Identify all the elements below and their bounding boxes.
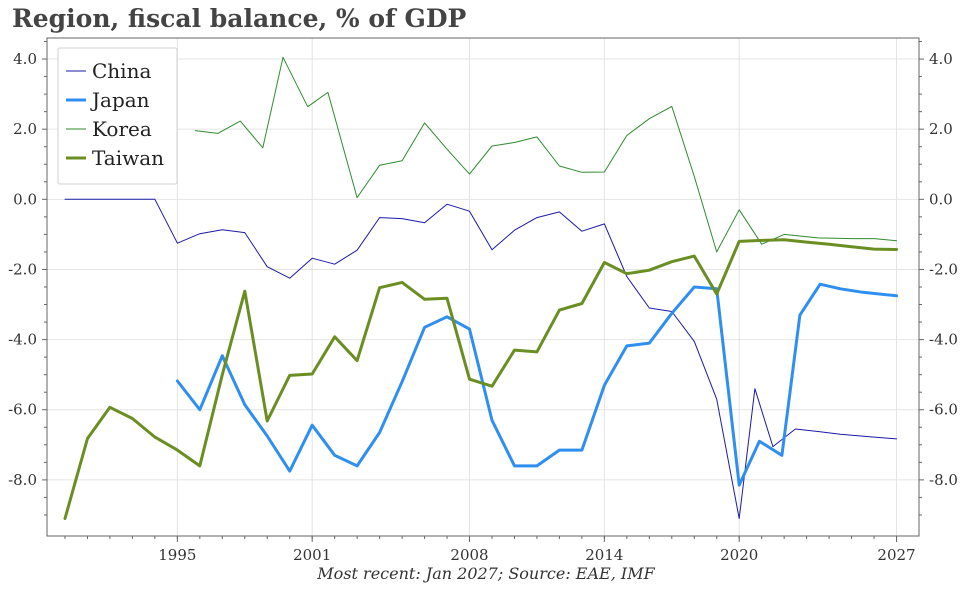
y-tick-label-right: 0.0 xyxy=(929,190,953,208)
y-tick-label: 4.0 xyxy=(13,50,37,68)
x-tick-label: 2027 xyxy=(877,546,915,564)
legend-label-japan: Japan xyxy=(90,88,150,112)
y-tick-label: 0.0 xyxy=(13,190,37,208)
y-tick-label-right: -4.0 xyxy=(929,331,958,349)
series-line-japan xyxy=(175,282,898,487)
x-tick-label: 2008 xyxy=(450,546,488,564)
y-tick-label: -4.0 xyxy=(8,331,37,349)
legend-box xyxy=(57,47,178,185)
y-tick-label: -2.0 xyxy=(8,260,37,278)
y-tick-label: -6.0 xyxy=(8,401,37,419)
series-line-china xyxy=(64,198,897,519)
axes: 4.0 4.0 2.0 2.0 0.0 0.0 -2.0 -2.0 -4.0 -4.0 -6.0 -6… xyxy=(8,41,958,564)
legend-label-taiwan: Taiwan xyxy=(92,146,164,170)
x-tick-label: 2001 xyxy=(293,546,331,564)
series-line-korea xyxy=(194,56,897,253)
x-tick-label: 2014 xyxy=(585,546,623,564)
y-tick-label: -8.0 xyxy=(8,471,37,489)
y-tick-label-right: -6.0 xyxy=(929,401,958,419)
chart-footer: Most recent: Jan 2027; Source: EAE, IMF xyxy=(317,564,655,583)
y-tick-label-right: -8.0 xyxy=(929,471,958,489)
y-tick-label-right: -2.0 xyxy=(929,260,958,278)
y-tick-label-right: 4.0 xyxy=(929,50,953,68)
series-line-taiwan xyxy=(63,238,898,520)
x-tick-label: 2020 xyxy=(720,546,758,564)
legend: China Japan Korea Taiwan xyxy=(57,47,178,185)
series-layer xyxy=(63,56,898,520)
y-tick-label-right: 2.0 xyxy=(929,120,953,138)
legend-label-china: China xyxy=(92,59,151,83)
legend-label-korea: Korea xyxy=(92,117,152,141)
chart-title: Region, fiscal balance, % of GDP xyxy=(12,4,467,33)
y-tick-label: 2.0 xyxy=(13,120,37,138)
x-tick-label: 1995 xyxy=(158,546,196,564)
grid-lines xyxy=(47,38,919,536)
